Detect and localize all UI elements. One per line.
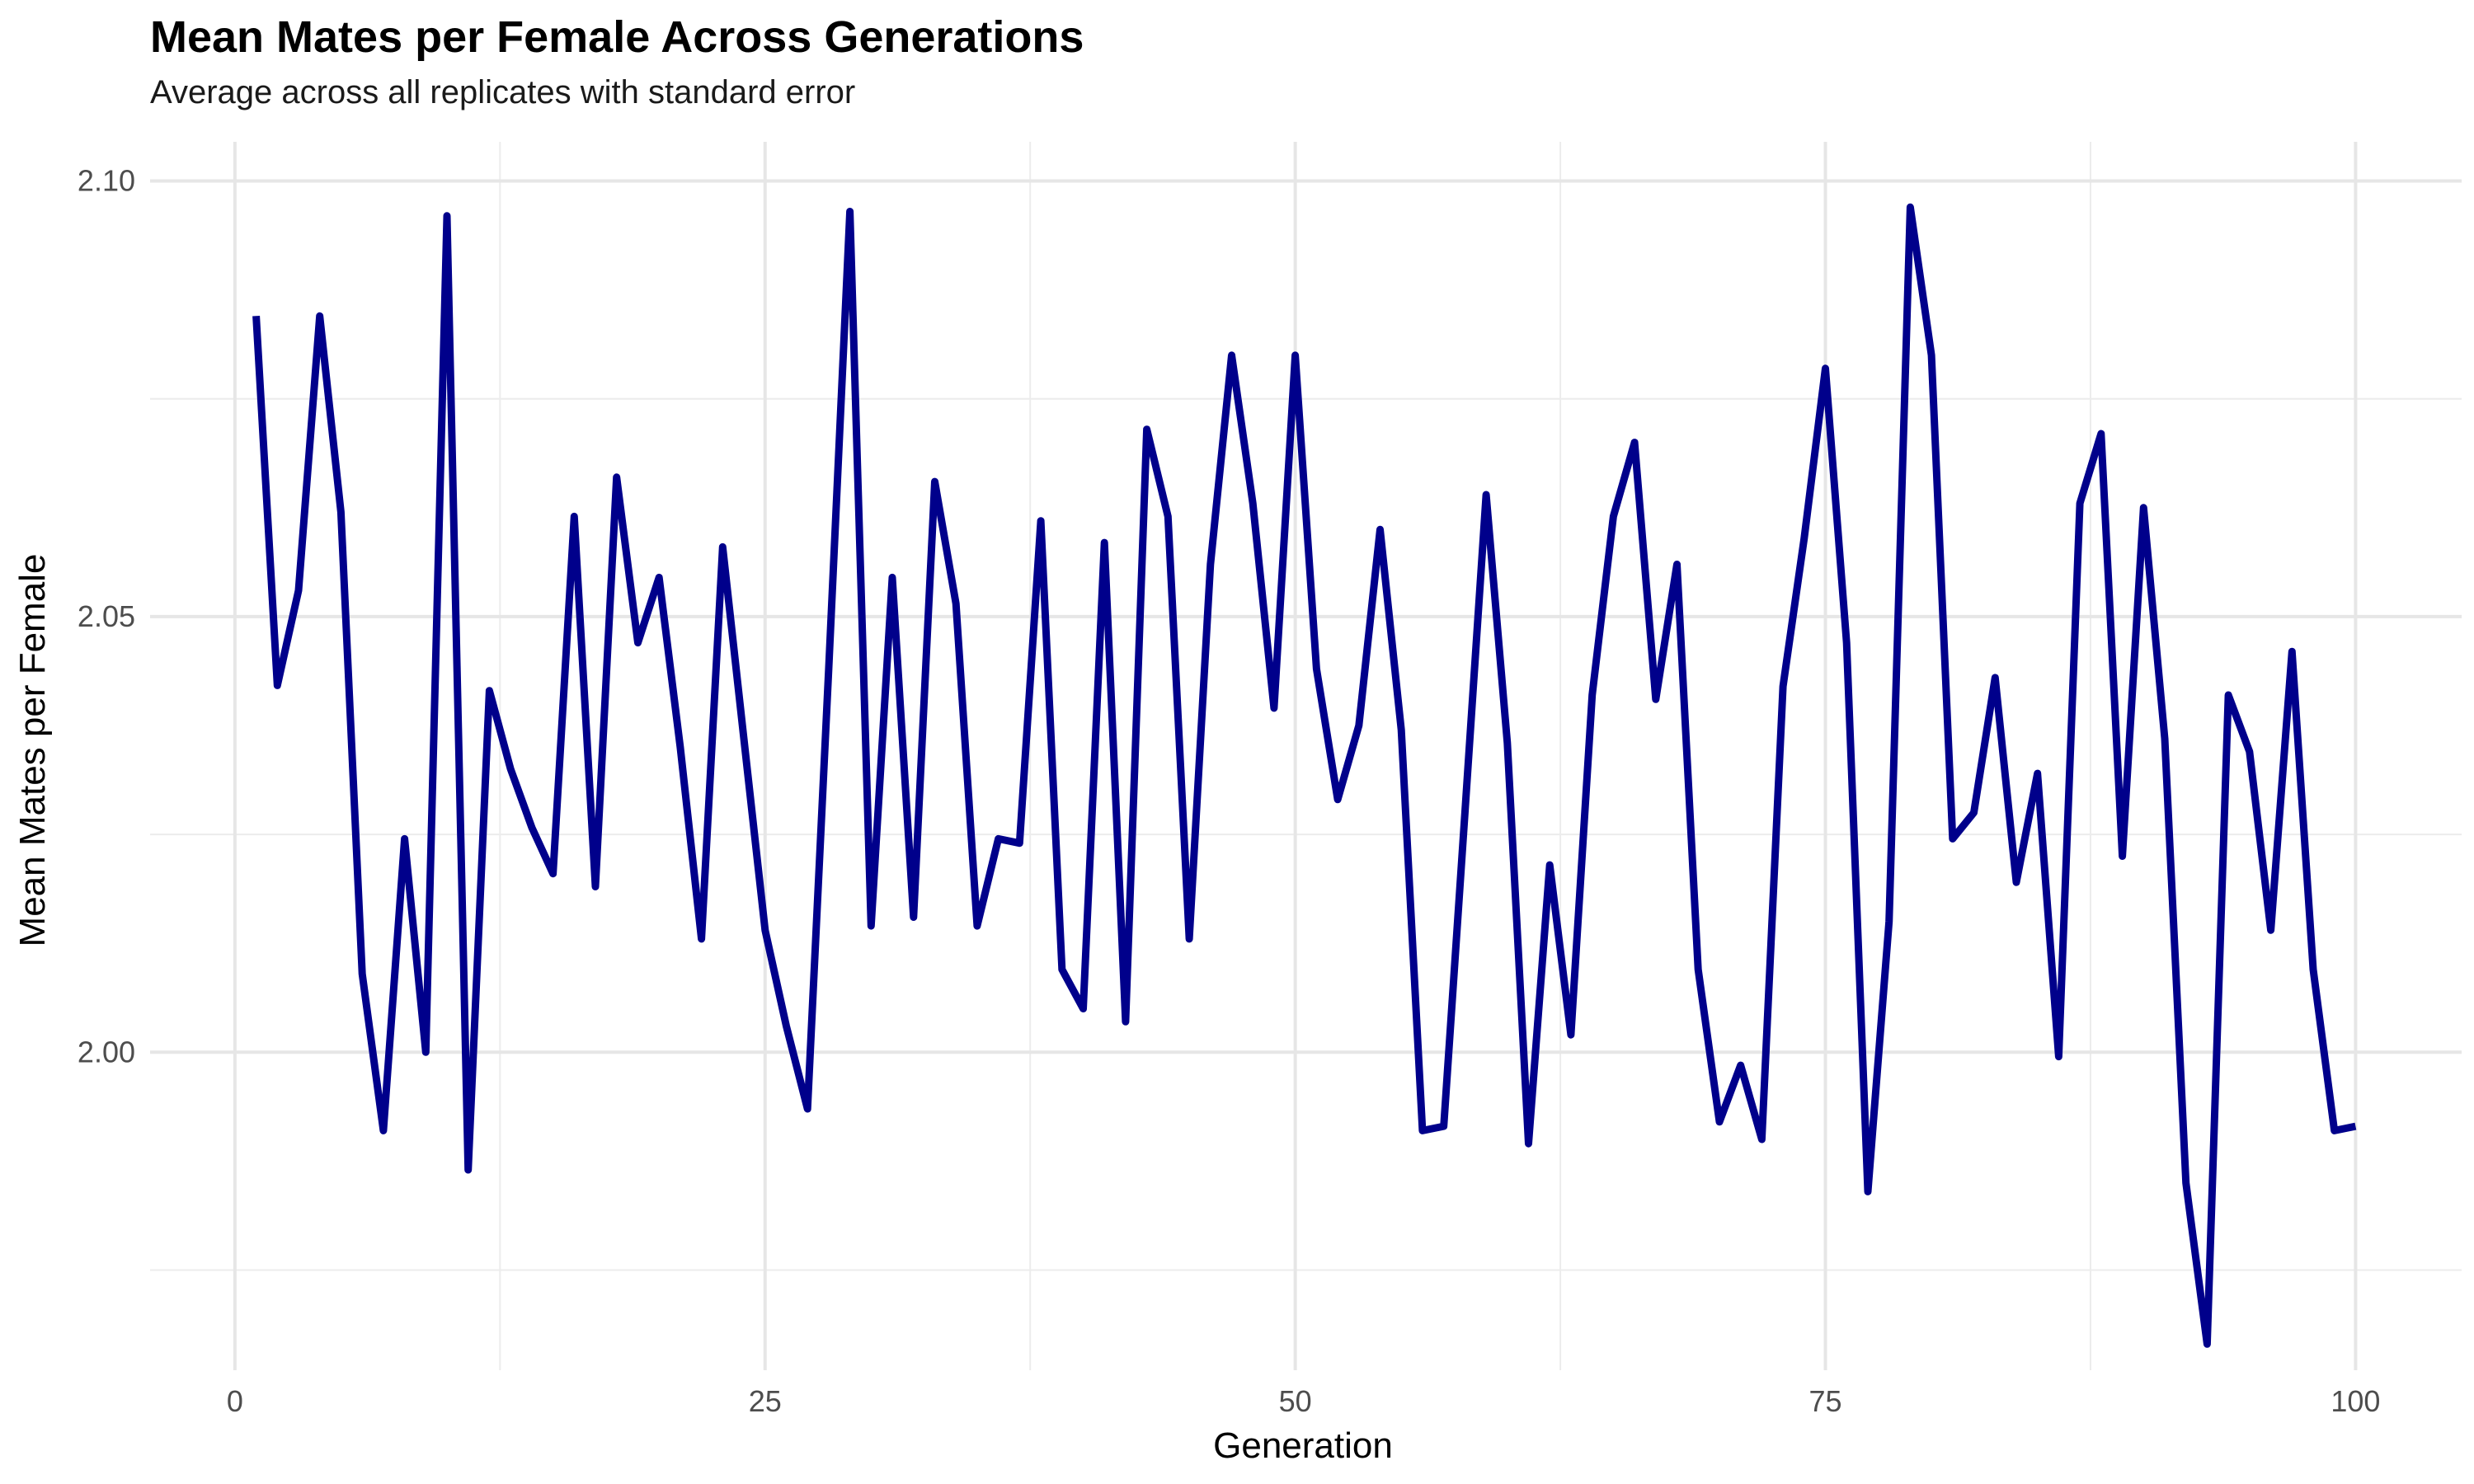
y-axis-title: Mean Mates per Female bbox=[12, 554, 53, 947]
y-tick-label: 2.10 bbox=[78, 164, 135, 198]
series-line bbox=[252, 203, 2357, 1348]
y-tick-label: 2.00 bbox=[78, 1035, 135, 1068]
series-layer bbox=[252, 203, 2357, 1348]
x-axis-title: Generation bbox=[1213, 1425, 1393, 1466]
x-tick-label: 100 bbox=[2331, 1384, 2380, 1418]
x-tick-label: 75 bbox=[1809, 1384, 1842, 1418]
x-tick-label: 25 bbox=[749, 1384, 782, 1418]
y-tick-labels: 2.00 2.05 2.10 bbox=[78, 164, 135, 1069]
grid-major bbox=[150, 142, 2462, 1370]
x-tick-label: 0 bbox=[227, 1384, 243, 1418]
x-tick-label: 50 bbox=[1279, 1384, 1312, 1418]
y-tick-label: 2.05 bbox=[78, 599, 135, 633]
chart-title: Mean Mates per Female Across Generations bbox=[150, 12, 1084, 62]
x-tick-labels: 0 25 50 75 100 bbox=[227, 1384, 2381, 1418]
chart-subtitle: Average across all replicates with stand… bbox=[150, 74, 856, 110]
